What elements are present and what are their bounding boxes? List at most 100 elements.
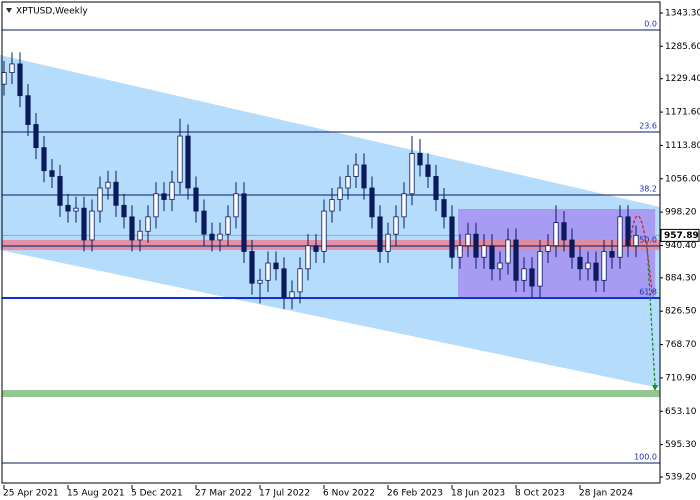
candle-body [601, 251, 607, 281]
projection-arrow [629, 215, 653, 294]
candle-body [201, 210, 207, 235]
candle-body [169, 181, 175, 200]
y-tick-label: 1285.60 [665, 42, 700, 52]
candle-body [65, 204, 71, 212]
candle-body [297, 268, 303, 293]
candle-body [433, 176, 439, 200]
candle-body [289, 291, 295, 299]
projection-arrow [646, 242, 656, 386]
candle-body [417, 152, 423, 166]
x-tick-label: 27 Mar 2022 [195, 489, 252, 499]
candle-body [89, 210, 95, 241]
plot-frame [1, 1, 661, 484]
y-tick-label: 1113.80 [665, 141, 700, 151]
candle-body [585, 262, 591, 270]
candle-body [49, 170, 55, 177]
candle-body [193, 187, 199, 212]
candle-body [217, 233, 223, 241]
y-tick-label: 768.70 [665, 340, 697, 350]
candle-body [617, 216, 623, 258]
candle-body [57, 176, 63, 206]
price-tag [660, 228, 700, 242]
candle-body [209, 233, 215, 241]
candle-body [545, 245, 551, 252]
symbol-icon [6, 8, 12, 13]
x-tick-label: 17 Jul 2022 [259, 489, 310, 499]
candle-body [513, 239, 519, 281]
fib-label: 0.0 [644, 20, 657, 29]
candle-body [393, 216, 399, 235]
price-tag-label: 957.89 [664, 231, 699, 241]
y-tick-label: 1229.40 [665, 74, 700, 84]
y-tick-label: 1171.60 [665, 108, 700, 118]
candle-body [521, 268, 527, 281]
y-tick-label: 1343.30 [665, 8, 700, 18]
candle-body [145, 216, 151, 232]
fib-label: 100.0 [634, 452, 657, 461]
candle-body [345, 176, 351, 189]
candle-body [233, 193, 239, 218]
y-tick-label: 539.20 [665, 472, 697, 482]
chart-title: XPTUSD,Weekly [16, 7, 88, 17]
x-tick-label: 18 Jun 2023 [451, 489, 505, 499]
candle-body [33, 124, 39, 149]
candle-body [97, 187, 103, 212]
candle-body [321, 210, 327, 252]
candle-body [569, 239, 575, 258]
x-tick-label: 28 Jan 2024 [579, 489, 633, 499]
fib-label: 50.0 [639, 235, 657, 244]
trend-channel [0, 54, 660, 389]
resistance-band [2, 239, 660, 251]
y-tick-label: 940.40 [665, 241, 697, 251]
plot-area [0, 29, 660, 464]
y-tick-label: 1056.00 [665, 174, 700, 184]
candle-body [265, 262, 271, 281]
candle-body [361, 164, 367, 189]
candle-body [273, 262, 279, 270]
candle-body [489, 245, 495, 270]
candle-body [369, 187, 375, 218]
candle-body [81, 207, 87, 241]
candle-body [577, 256, 583, 270]
y-tick-label: 884.30 [665, 273, 697, 283]
candle-body [633, 234, 639, 247]
y-tick-label: 595.30 [665, 440, 697, 450]
candle-body [593, 262, 599, 281]
candle-body [537, 251, 543, 287]
candle-body [385, 233, 391, 252]
candle-body [377, 216, 383, 252]
y-tick-label: 998.20 [665, 208, 697, 218]
x-tick-label: 25 Apr 2021 [3, 489, 59, 499]
candle-body [9, 63, 15, 73]
candle-body [249, 251, 255, 284]
candle-body [329, 199, 335, 212]
candle-body [137, 230, 143, 241]
x-tick-label: 15 Aug 2021 [67, 489, 125, 499]
y-tick-label: 826.50 [665, 307, 697, 317]
candle-body [473, 233, 479, 258]
candle-body [73, 207, 79, 212]
x-tick-label: 26 Feb 2023 [387, 489, 443, 499]
candle-body [481, 245, 487, 258]
candle-body [561, 222, 567, 241]
candle-body [409, 152, 415, 195]
fib-label: 23.6 [639, 121, 657, 130]
x-tick-label: 5 Dec 2021 [131, 489, 183, 499]
candle-body [457, 245, 463, 258]
x-tick-label: 8 Oct 2023 [515, 489, 565, 499]
candle-body [185, 135, 191, 189]
candle-body [625, 216, 631, 247]
candle-body [497, 262, 503, 270]
fib-label: 61.8 [639, 287, 657, 296]
candle-body [241, 193, 247, 252]
x-tick-label: 6 Nov 2022 [323, 489, 375, 499]
candle-body [441, 199, 447, 218]
candle-body [465, 233, 471, 247]
candle-body [449, 216, 455, 258]
candle-body [113, 181, 119, 206]
candle-body [129, 216, 135, 241]
candle-body [177, 135, 183, 183]
candle-body [609, 251, 615, 258]
arrow-head [652, 385, 658, 391]
